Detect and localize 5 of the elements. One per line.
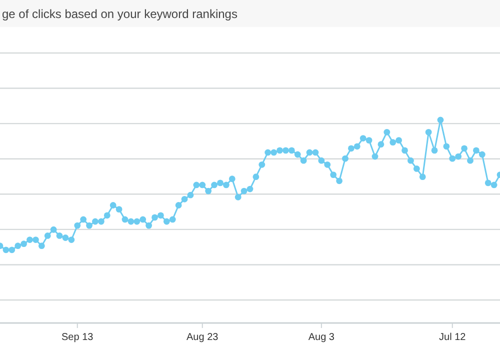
x-tick-label: Sep 13 [62,332,94,343]
x-tick-label: Aug 23 [186,332,219,343]
chart-title: ge of clicks based on your keyword rankings [2,7,238,21]
x-tick-label: Aug 3 [308,332,335,343]
x-tick-label: Jul 12 [439,332,466,343]
